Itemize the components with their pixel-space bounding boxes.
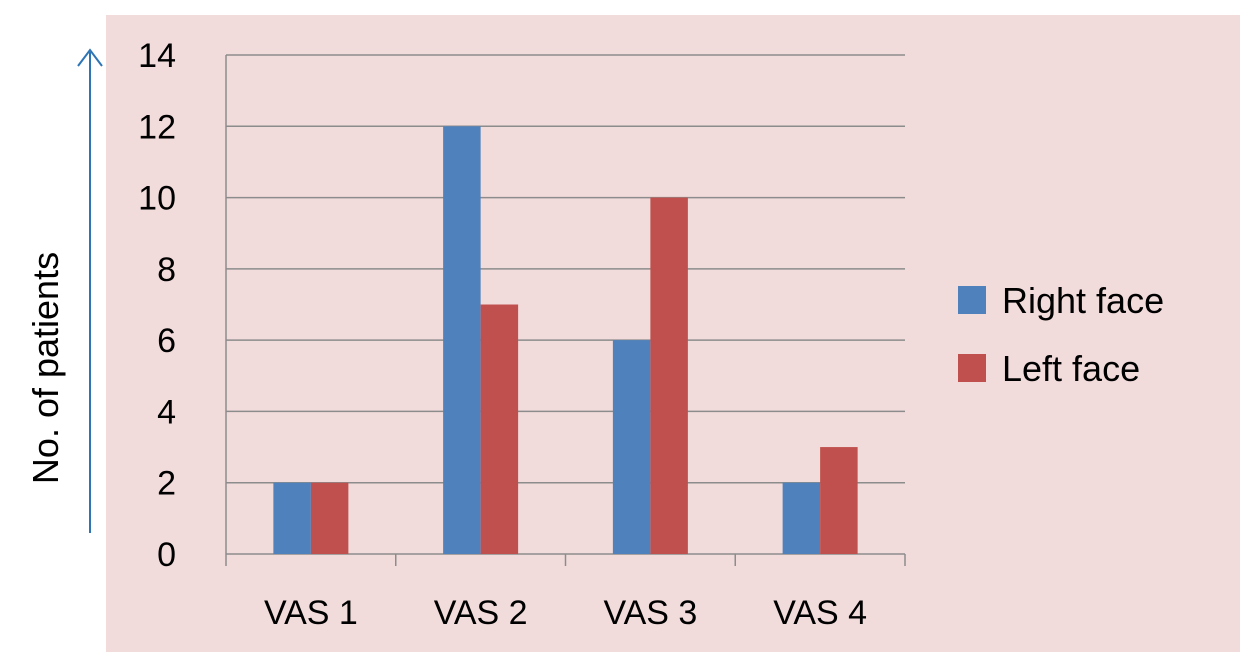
y-tick-label: 10 xyxy=(138,180,176,218)
bar-right-face-vas-2 xyxy=(443,126,481,555)
x-tick-label: VAS 4 xyxy=(773,594,867,632)
bar-left-face-vas-1 xyxy=(310,482,349,554)
bars xyxy=(273,126,858,555)
legend-swatch xyxy=(958,286,986,314)
y-tick-label: 2 xyxy=(157,465,176,503)
bar-right-face-vas-3 xyxy=(612,340,651,554)
y-tick-label: 14 xyxy=(138,37,176,75)
y-tick-labels: 0 2 4 6 8 10 12 14 xyxy=(138,37,176,574)
legend: Right face Left face xyxy=(958,280,1164,389)
legend-swatch xyxy=(958,354,986,382)
x-tick-label: VAS 2 xyxy=(434,594,528,632)
legend-label: Left face xyxy=(1002,348,1140,389)
x-tick-label: VAS 3 xyxy=(603,594,697,632)
y-axis-label: No. of patients xyxy=(25,252,66,484)
y-tick-label: 12 xyxy=(138,108,176,146)
bar-right-face-vas-1 xyxy=(273,482,311,554)
y-tick-label: 0 xyxy=(157,536,176,574)
y-axis-arrow-head xyxy=(77,48,103,67)
x-tick-label: VAS 1 xyxy=(264,594,358,632)
y-tick-label: 8 xyxy=(157,251,176,289)
y-tick-label: 4 xyxy=(157,393,176,431)
legend-label: Right face xyxy=(1002,280,1164,321)
y-tick-label: 6 xyxy=(157,322,176,360)
bar-right-face-vas-4 xyxy=(782,482,821,554)
bar-left-face-vas-3 xyxy=(650,197,688,555)
x-tick-labels: VAS 1 VAS 2 VAS 3 VAS 4 xyxy=(264,594,867,632)
bar-left-face-vas-2 xyxy=(480,304,519,554)
bar-left-face-vas-4 xyxy=(820,447,858,554)
y-axis-label-group: No. of patients xyxy=(25,48,103,533)
